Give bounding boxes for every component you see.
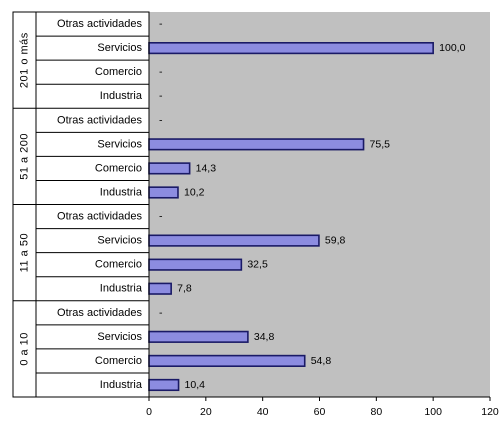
category-label: Servicios (97, 235, 142, 247)
x-tick-label: 100 (424, 406, 442, 418)
category-label: Comercio (95, 355, 142, 367)
x-tick-label: 40 (257, 406, 269, 418)
value-label: - (159, 211, 163, 223)
category-label: Comercio (95, 259, 142, 271)
value-label: 14,3 (196, 162, 217, 174)
category-label: Industria (100, 90, 143, 102)
x-tick-label: 60 (314, 406, 326, 418)
bar (148, 41, 434, 55)
bar (148, 162, 191, 175)
value-label: 100,0 (439, 42, 465, 54)
bar (148, 378, 180, 392)
x-tick-label: 20 (200, 406, 212, 418)
bar (148, 258, 243, 271)
category-label: Industria (100, 186, 143, 198)
category-label: Comercio (95, 66, 142, 78)
x-tick-label: 120 (481, 406, 499, 418)
bar (148, 282, 172, 295)
category-labels: Otras actividades Servicios Comercio Indust… (36, 18, 149, 391)
bar (148, 330, 249, 343)
category-label: Industria (100, 379, 143, 391)
value-labels: - 100,0 - - - 75,5 14,3 10,2 - 59,8 32,5 7,8 - 34,8 54… (159, 18, 466, 391)
group-label: 11 a 50 (19, 233, 31, 272)
value-label: - (159, 18, 163, 30)
value-label: 54,8 (311, 355, 332, 367)
category-label: Otras actividades (57, 18, 142, 30)
bar (148, 354, 306, 367)
x-tick-label: 0 (146, 406, 152, 418)
value-label: - (159, 66, 163, 78)
group-label: 201 o más (19, 32, 31, 88)
value-label: - (159, 90, 163, 102)
bar (148, 138, 365, 151)
category-label: Industria (100, 283, 143, 295)
value-label: 34,8 (254, 331, 275, 343)
value-label: - (159, 114, 163, 126)
category-label: Servicios (97, 138, 142, 150)
category-label: Comercio (95, 162, 142, 174)
category-label: Servicios (97, 331, 142, 343)
label-frame (12, 11, 150, 398)
category-label: Otras actividades (57, 211, 142, 223)
value-label: 32,5 (247, 259, 268, 271)
category-label: Otras actividades (57, 114, 142, 126)
value-label: 10,4 (185, 379, 206, 391)
value-label: - (159, 307, 163, 319)
category-label: Servicios (97, 42, 142, 54)
category-label: Otras actividades (57, 307, 142, 319)
x-tick-label: 80 (370, 406, 382, 418)
value-label: 75,5 (370, 138, 391, 150)
value-label: 7,8 (177, 283, 192, 295)
value-label: 59,8 (325, 235, 346, 247)
group-label: 51 a 200 (19, 133, 31, 180)
group-label: 0 a 10 (19, 332, 31, 366)
x-axis: 0 20 40 60 80 100 120 (12, 11, 499, 418)
bar (148, 186, 179, 199)
group-labels: 201 o más 51 a 200 11 a 50 0 a 10 (13, 32, 149, 366)
value-label: 10,2 (184, 186, 205, 198)
bar (148, 234, 320, 247)
